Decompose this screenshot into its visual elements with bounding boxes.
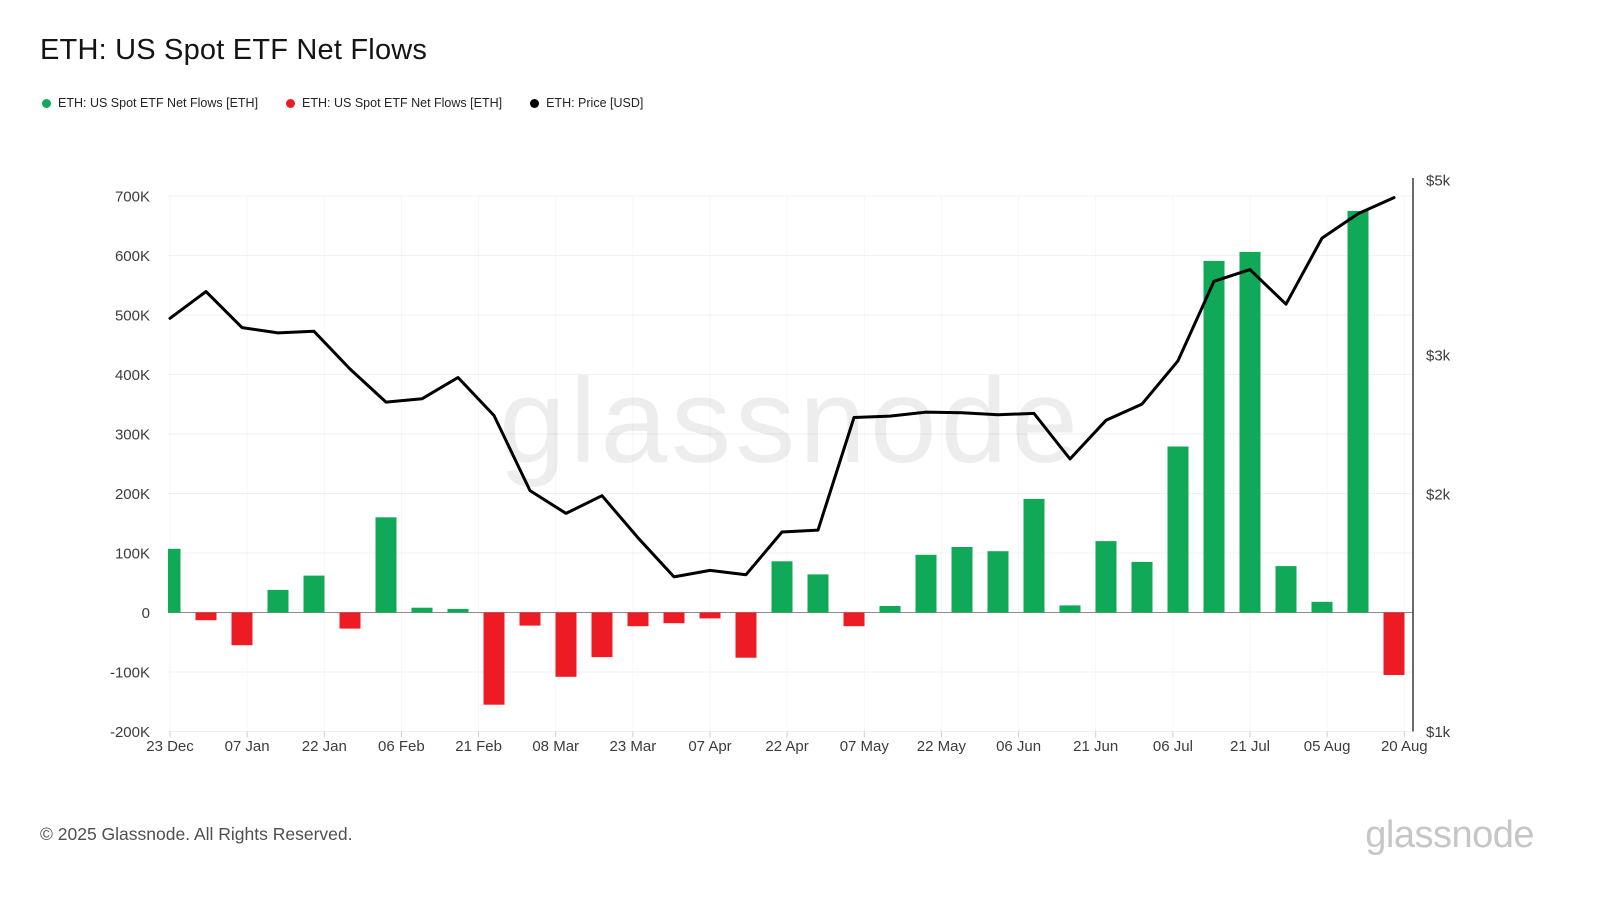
x-tick-label: 23 Dec [146,738,194,755]
flow-bar[interactable] [375,517,397,613]
x-tick-label: 07 May [840,738,890,755]
page-title: ETH: US Spot ETF Net Flows [40,34,428,66]
price-line[interactable] [168,196,1396,579]
price-axis-label: $3k [1426,348,1451,365]
x-tick-label: 22 May [917,738,967,755]
flow-bar[interactable] [411,607,433,613]
legend-dot-icon [530,98,540,108]
flow-bar[interactable] [447,608,469,613]
flow-bar[interactable] [915,554,937,613]
y-axis-label: 600K [115,248,150,265]
price-axis-label: $5k [1426,173,1451,190]
flow-bar[interactable] [339,612,361,629]
flow-bar[interactable] [735,612,757,658]
flow-bar[interactable] [807,574,829,613]
flow-bar[interactable] [1203,260,1225,613]
x-tick-label: 05 Aug [1304,738,1351,755]
chart-legend: ETH: US Spot ETF Net Flows [ETH] ETH: US … [42,96,643,110]
legend-item-label: ETH: Price [USD] [546,96,644,110]
y-axis-label: 300K [115,427,150,444]
flow-bar[interactable] [1383,612,1405,676]
legend-item-0[interactable]: ETH: US Spot ETF Net Flows [ETH] [42,96,258,110]
legend-item-label: ETH: US Spot ETF Net Flows [ETH] [58,96,259,110]
legend-item-2[interactable]: ETH: Price [USD] [530,96,643,110]
x-tick-label: 20 Aug [1381,738,1428,755]
x-tick-label: 06 Jun [996,738,1041,755]
y-axis-label: 500K [115,308,150,325]
etf-netflows-chart[interactable]: 23 Dec 07 Jan 22 Jan 06 Feb 21 Feb 08 Mar 23 M… [0,0,1600,790]
price-axis-label: $2k [1426,487,1451,504]
flow-bar[interactable] [1131,561,1153,613]
flow-bar[interactable] [483,612,505,705]
x-tick-label: 21 Feb [455,738,502,755]
x-tick-label: 07 Apr [688,738,731,755]
flow-bar[interactable] [591,612,613,658]
price-axis-label: $1k [1426,724,1451,741]
flow-bar[interactable] [843,612,865,627]
y-axis-label: 100K [115,546,150,563]
x-tick-label: 21 Jun [1073,738,1118,755]
x-tick-label: 22 Jan [302,738,347,755]
flow-bar[interactable] [1311,601,1333,613]
x-tick-label: 22 Apr [765,738,808,755]
flow-bar[interactable] [879,606,901,613]
y-axis-label: 700K [115,189,150,206]
x-tick-label: 21 Jul [1230,738,1270,755]
legend-dot-icon [286,98,296,108]
flow-bar[interactable] [519,612,541,626]
y-axis-label: -200K [110,724,150,741]
flow-bar[interactable] [771,561,793,613]
flow-bar[interactable] [699,612,721,619]
legend-dot-icon [42,98,51,108]
glassnode-logo: glassnode [1365,814,1534,856]
flow-bar[interactable] [627,612,649,627]
flow-bar[interactable] [231,612,253,646]
flow-bar[interactable] [555,612,577,677]
copyright-text: © 2025 Glassnode. All Rights Reserved. [40,824,353,844]
flow-bar[interactable] [1239,251,1261,613]
flow-bar[interactable] [1023,498,1045,613]
y-axis-label: -100K [110,665,150,682]
flow-bar[interactable] [1167,446,1189,613]
flow-bar[interactable] [267,589,289,613]
flow-bar[interactable] [1347,210,1369,613]
y-axis-label: 0 [142,605,150,622]
x-tick-label: 06 Jul [1153,738,1193,755]
flow-bar[interactable] [951,547,973,613]
flow-bar[interactable] [303,575,325,613]
x-tick-label: 07 Jan [225,738,270,755]
legend-item-label: ETH: US Spot ETF Net Flows [ETH] [302,96,503,110]
flow-bar[interactable] [987,551,1009,613]
legend-item-1[interactable]: ETH: US Spot ETF Net Flows [ETH] [286,96,502,110]
x-tick-label: 08 Mar [532,738,579,755]
flow-bar[interactable] [663,612,685,624]
flow-bar[interactable] [1095,541,1117,613]
x-tick-label: 06 Feb [378,738,425,755]
flow-bar[interactable] [1275,566,1297,613]
y-axis-label: 200K [115,486,150,503]
flow-bar[interactable] [1059,605,1081,613]
y-axis-label: 400K [115,367,150,384]
flow-bar[interactable] [168,548,181,613]
x-tick-label: 23 Mar [610,738,657,755]
flow-bar[interactable] [195,612,217,621]
